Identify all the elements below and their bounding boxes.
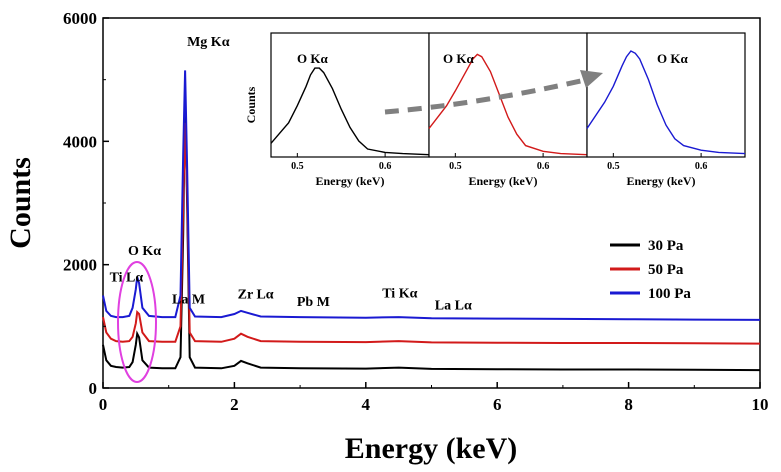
inset-x-tick-label: 0.5: [449, 161, 462, 172]
x-tick-label: 4: [362, 395, 371, 414]
inset-y-label: Counts: [244, 86, 258, 123]
inset-spectrum-line: [428, 53, 588, 156]
series-line-3: [102, 70, 761, 321]
inset-x-tick-label: 0.5: [291, 161, 304, 172]
trend-arrow: [384, 70, 603, 115]
x-tick-label: 6: [493, 395, 502, 414]
y-tick-label: 0: [89, 379, 98, 398]
legend-label: 50 Pa: [648, 262, 684, 278]
y-tick-label: 2000: [63, 256, 97, 275]
inset-frame: [270, 32, 430, 158]
inset-x-label: Energy (keV): [627, 174, 696, 188]
inset-x-label: Energy (keV): [469, 174, 538, 188]
inset-title: O Kα: [443, 51, 474, 66]
inset-panels: 0.5 0.6 O Kα Energy (keV) Counts 0.5 0.6 O Kα En…: [244, 32, 746, 188]
inset-x-tick-label: 0.5: [607, 161, 620, 172]
inset-frame: [586, 32, 746, 158]
inset-panel-3: 0.5 0.6 O Kα Energy (keV): [586, 32, 746, 188]
y-tick-label: 4000: [63, 132, 97, 151]
peak-label: O Kα: [128, 244, 161, 259]
series-lines: [102, 70, 761, 372]
peak-label: Zr Lα: [238, 288, 274, 303]
y-tick-label: 6000: [63, 9, 97, 28]
x-tick-label: 2: [230, 395, 239, 414]
peak-label: Pb M: [297, 295, 330, 310]
inset-x-tick-label: 0.6: [379, 161, 392, 172]
x-axis-title: Energy (keV): [345, 432, 517, 465]
x-tick-label: 10: [752, 395, 769, 414]
y-axis-title: Counts: [4, 157, 37, 249]
peak-label: Mg Kα: [187, 35, 230, 50]
legend-label: 30 Pa: [648, 238, 684, 254]
peak-label: Ti Lα: [110, 270, 144, 285]
peak-label: Ti Kα: [382, 286, 417, 301]
inset-x-tick-label: 0.6: [695, 161, 708, 172]
inset-panel-1: 0.5 0.6 O Kα Energy (keV) Counts: [244, 32, 430, 188]
peak-label: La Lα: [435, 299, 472, 314]
inset-panel-2: 0.5 0.6 O Kα Energy (keV): [428, 32, 588, 188]
legend-label: 100 Pa: [648, 286, 691, 302]
y-axis-ticks: 0 2000 4000 6000: [63, 9, 109, 398]
peak-annotations: Mg Kα O Kα Ti Lα La M Zr Lα Pb M Ti Kα La Lα: [110, 35, 472, 314]
inset-spectrum-line: [586, 50, 746, 155]
inset-title: O Kα: [657, 51, 688, 66]
x-tick-label: 8: [624, 395, 633, 414]
peak-label: La M: [172, 293, 205, 308]
x-axis-ticks: 0 2 4 6 8 10: [99, 382, 769, 414]
inset-x-label: Energy (keV): [316, 174, 385, 188]
legend: 30 Pa 50 Pa 100 Pa: [610, 238, 691, 302]
o-ka-highlight-ellipse: [117, 261, 157, 383]
inset-spectrum-line: [270, 67, 430, 156]
x-tick-label: 0: [99, 395, 108, 414]
inset-x-tick-label: 0.6: [537, 161, 550, 172]
inset-title: O Kα: [297, 51, 328, 66]
